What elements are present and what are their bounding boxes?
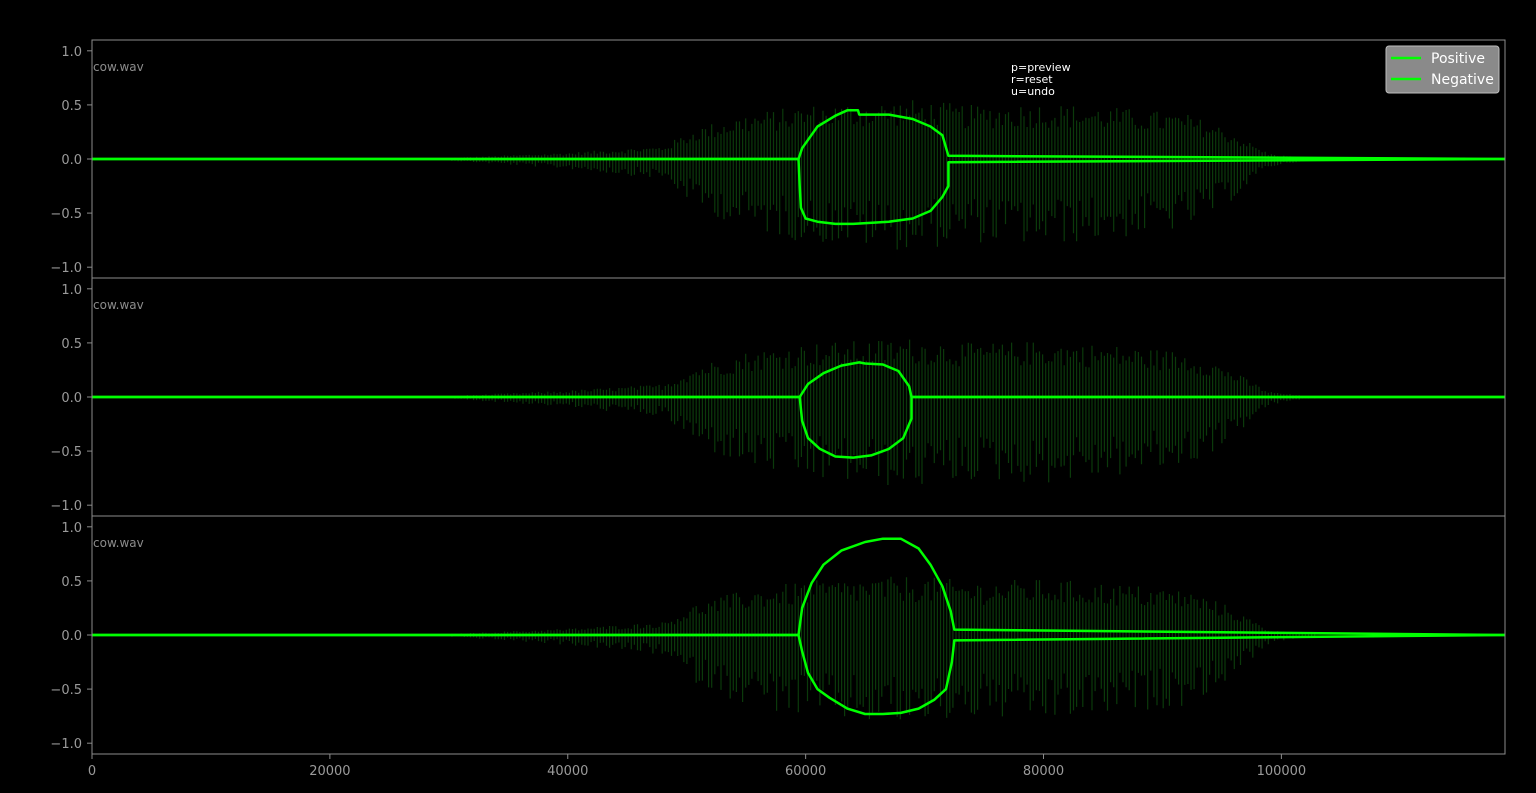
series-line-negative: [92, 395, 1505, 459]
y-tick-label: −0.5: [50, 683, 82, 698]
waveform-panel-1[interactable]: cow.wav 1.0 0.5 0.0 −0.5 −1.0: [50, 39, 1506, 279]
y-tick-label: 1.0: [61, 283, 82, 298]
y-tick-label: 0.0: [61, 391, 82, 406]
y-tick-label: −1.0: [50, 261, 82, 276]
y-tick-label: −1.0: [50, 499, 82, 514]
x-tick-label: 0: [88, 764, 96, 779]
y-tick-label: 0.0: [61, 153, 82, 168]
y-tick-label: 1.0: [61, 521, 82, 536]
waveform-panel-2[interactable]: cow.wav 1.0 0.5 0.0 −0.5 −1.0: [50, 277, 1506, 517]
y-tick-label: −0.5: [50, 445, 82, 460]
y-tick-label: −1.0: [50, 737, 82, 752]
help-line-reset: r=reset: [1011, 73, 1053, 86]
series-line-positive: [92, 537, 1506, 637]
series-line-negative: [92, 633, 1506, 716]
y-tick-label: −0.5: [50, 207, 82, 222]
legend: Positive Negative: [1385, 45, 1500, 94]
file-label: cow.wav: [93, 536, 144, 550]
series-line-positive: [92, 109, 1506, 161]
file-label: cow.wav: [93, 60, 144, 74]
legend-label-negative: Negative: [1431, 72, 1494, 88]
axes-frame: [91, 515, 1506, 755]
file-label: cow.wav: [93, 298, 144, 312]
x-tick-label: 40000: [547, 764, 588, 779]
y-tick-label: 0.5: [61, 337, 82, 352]
waveform-panel-3[interactable]: cow.wav 1.0 0.5 0.0 −0.5 −1.0 0 20000 40000 6000…: [50, 515, 1506, 779]
series-line-positive: [92, 361, 1505, 399]
x-tick-label: 60000: [785, 764, 826, 779]
y-tick-label: 0.0: [61, 629, 82, 644]
series-line-negative: [92, 157, 1506, 226]
help-line-preview: p=preview: [1011, 61, 1071, 74]
help-text: p=preview r=reset u=undo: [1011, 61, 1071, 98]
legend-label-positive: Positive: [1431, 51, 1485, 67]
x-tick-label: 20000: [309, 764, 350, 779]
x-tick-label: 80000: [1023, 764, 1064, 779]
y-tick-label: 0.5: [61, 575, 82, 590]
y-tick-label: 1.0: [61, 45, 82, 60]
help-line-undo: u=undo: [1011, 85, 1055, 98]
x-tick-label: 100000: [1257, 764, 1307, 779]
y-tick-label: 0.5: [61, 99, 82, 114]
